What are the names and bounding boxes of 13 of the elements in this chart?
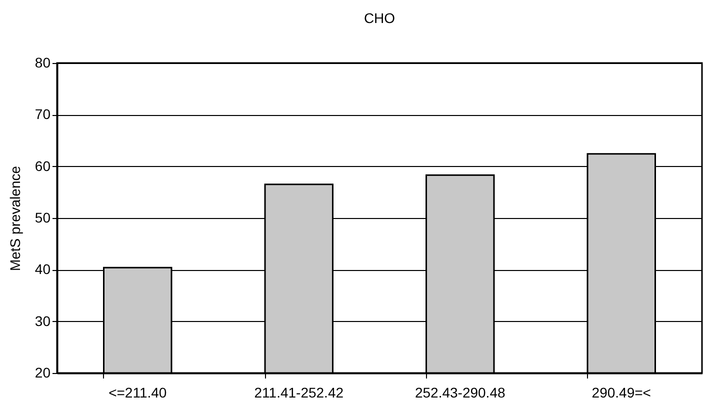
y-tick-label: 50 <box>34 210 51 226</box>
y-axis-title: MetS prevalence <box>6 166 23 272</box>
y-tick-label: 60 <box>34 158 51 174</box>
x-tick-label: 290.49=< <box>592 384 651 400</box>
y-tick-label: 30 <box>34 312 51 329</box>
x-tick-label: <=211.40 <box>108 384 167 400</box>
y-tick-label: 70 <box>34 106 51 122</box>
y-tick-label: 80 <box>34 54 51 70</box>
y-tick-label: 20 <box>34 364 51 380</box>
chart-title: CHO <box>364 10 396 26</box>
x-tick-label: 211.41-252.42 <box>254 384 344 400</box>
y-tick-label: 40 <box>34 261 51 278</box>
x-tick-label: 252.43-290.48 <box>414 384 506 400</box>
